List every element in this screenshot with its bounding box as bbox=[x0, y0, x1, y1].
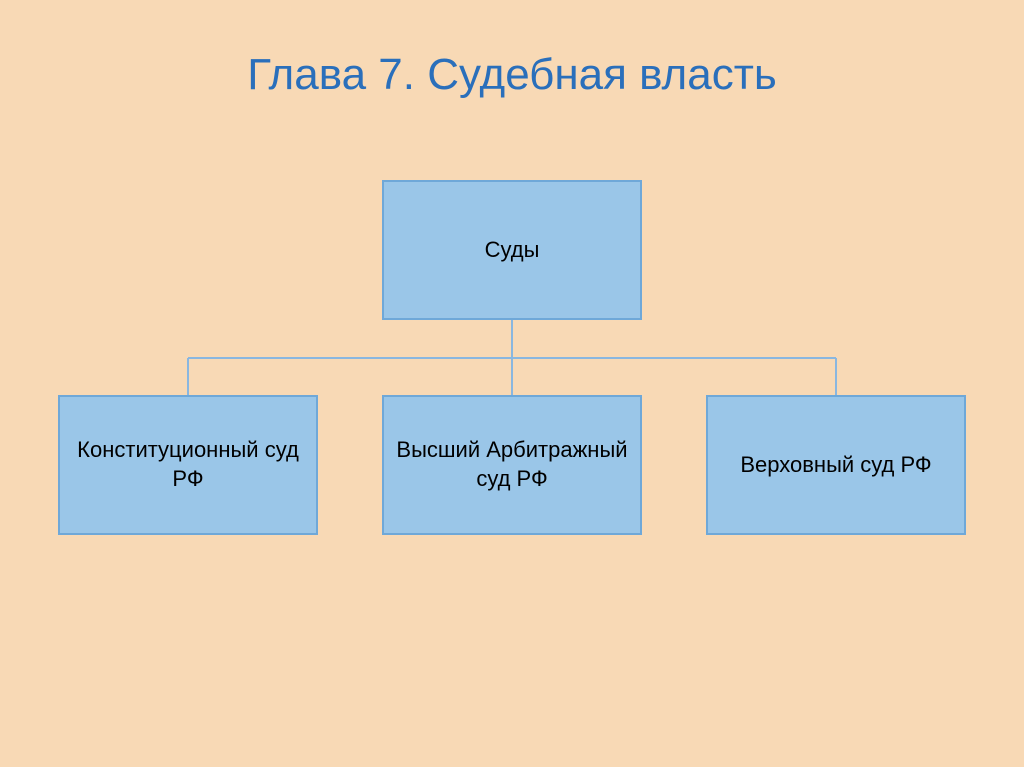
root-node: Суды bbox=[382, 180, 642, 320]
child-node-1-label: Высший Арбитражный суд РФ bbox=[394, 436, 630, 493]
child-node-0: Конституционный суд РФ bbox=[58, 395, 318, 535]
connector-child-1 bbox=[511, 358, 513, 396]
connector-root-down bbox=[511, 320, 513, 358]
connector-child-2 bbox=[835, 358, 837, 396]
slide-container: Глава 7. Судебная власть Суды Конституци… bbox=[0, 0, 1024, 767]
root-node-label: Суды bbox=[485, 236, 540, 265]
child-node-1: Высший Арбитражный суд РФ bbox=[382, 395, 642, 535]
child-node-2-label: Верховный суд РФ bbox=[740, 451, 931, 480]
connector-child-0 bbox=[187, 358, 189, 396]
slide-title: Глава 7. Судебная власть bbox=[0, 0, 1024, 100]
child-node-0-label: Конституционный суд РФ bbox=[70, 436, 306, 493]
child-node-2: Верховный суд РФ bbox=[706, 395, 966, 535]
